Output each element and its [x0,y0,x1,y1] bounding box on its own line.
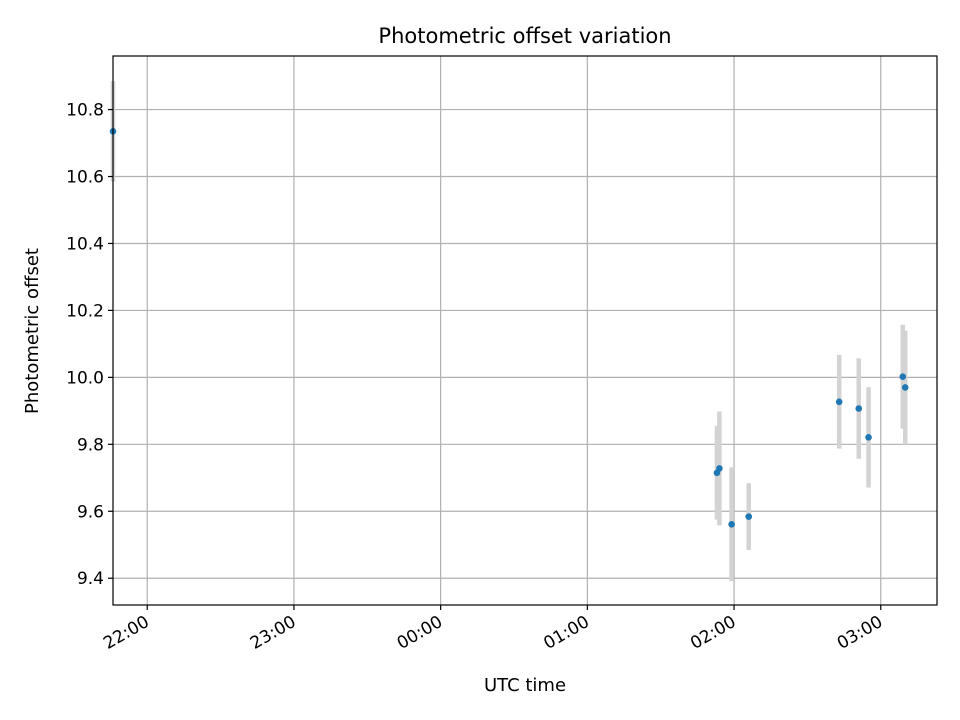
y-axis-label: Photometric offset [22,248,43,414]
y-tick-label: 9.4 [77,569,104,589]
y-tick-label: 10.0 [66,368,104,388]
y-tick-label: 10.4 [66,234,104,254]
data-point [716,465,723,472]
plot-area-frame [112,55,938,606]
data-point [835,398,843,406]
data-point [728,521,735,528]
data-points [109,128,909,528]
data-point [855,405,863,412]
y-tick-label: 10.6 [66,168,104,188]
chart-title: Photometric offset variation [378,24,671,48]
y-tick-label: 9.8 [77,435,104,455]
x-axis-label: UTC time [484,675,566,696]
data-point [899,373,907,380]
y-tick-label: 10.8 [66,101,104,121]
grid [113,56,937,605]
data-point [901,384,909,391]
data-point [745,513,753,520]
data-point [865,433,872,441]
y-tick-label: 10.2 [66,301,104,321]
y-tick-label: 9.6 [77,502,104,522]
